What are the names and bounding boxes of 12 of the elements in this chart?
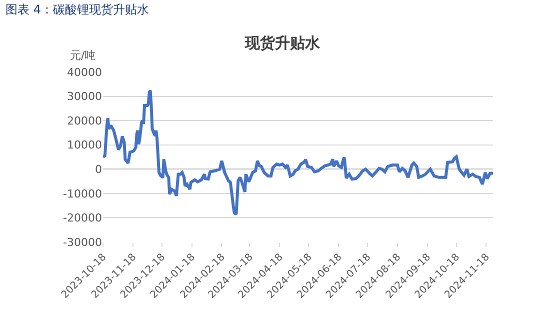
y-tick-label: 40000 [67, 66, 102, 79]
y-tick-label: 10000 [67, 138, 102, 152]
y-tick-label: -30000 [63, 236, 102, 249]
y-axis-title: 元/吨 [70, 49, 96, 62]
line-series [103, 88, 493, 216]
chart-subtitle: 现货升贴水 [244, 34, 321, 52]
y-tick-label: -10000 [63, 187, 102, 200]
y-tick-label: 30000 [67, 90, 102, 104]
y-tick-label: -20000 [63, 212, 102, 225]
chart-title: 图表 4：碳酸锂现货升贴水 [6, 2, 150, 16]
y-tick-label: 0 [95, 162, 102, 176]
y-tick-label: 20000 [67, 114, 102, 128]
